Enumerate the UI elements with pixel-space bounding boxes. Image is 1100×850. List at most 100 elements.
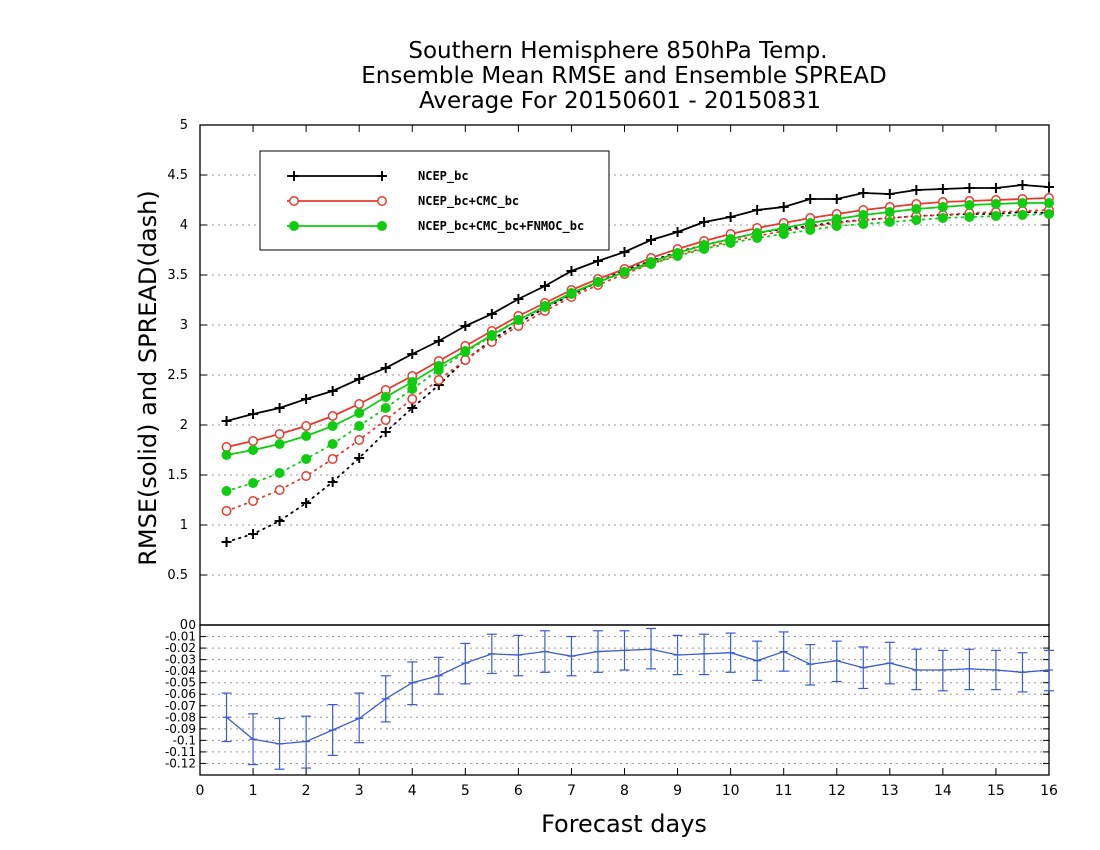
data-point: [990, 183, 1001, 193]
y-tick-label: -0.04: [165, 664, 196, 678]
x-tick-label: 2: [302, 783, 311, 799]
y-tick-label: -0.07: [165, 699, 196, 713]
data-point: [672, 251, 683, 261]
legend-marker: [289, 171, 299, 181]
legend-items: NCEP_bc NCEP_bc+CMC_bc NCEP_bc+CMC_bc+FNMO…: [287, 169, 584, 234]
data-point: [937, 213, 948, 223]
y-tick-label: -0.05: [165, 676, 196, 690]
data-point: [407, 384, 418, 394]
y-tick-label: 1.5: [167, 468, 188, 483]
error-bar: [460, 642, 471, 685]
error-bar: [513, 634, 524, 677]
data-point: [513, 294, 524, 304]
y-tick-label: -0.08: [165, 710, 196, 724]
data-point: [301, 431, 312, 441]
error-bar: [221, 692, 232, 743]
series-solid-0: [221, 180, 1054, 426]
data-point: [646, 259, 657, 269]
data-point: [248, 436, 259, 446]
error-bar: [990, 649, 1001, 691]
data-point: [221, 506, 232, 516]
data-point: [380, 403, 391, 413]
data-point: [354, 453, 365, 463]
data-point: [752, 233, 763, 243]
y-tick-label: -0.09: [165, 722, 196, 736]
error-bar: [248, 713, 259, 766]
error-bar: [1017, 652, 1028, 693]
data-point: [858, 188, 869, 198]
x-tick-label: 15: [987, 783, 1005, 799]
data-point: [327, 386, 338, 396]
title-line-1: Southern Hemisphere 850hPa Temp.: [408, 38, 827, 64]
error-bar: [831, 640, 842, 683]
error-bar: [274, 717, 285, 770]
error-bar: [407, 661, 418, 706]
data-point: [274, 468, 285, 478]
x-tick-label: 1: [249, 783, 258, 799]
data-point: [274, 516, 285, 526]
legend-marker: [377, 171, 387, 181]
data-point: [1017, 210, 1028, 220]
x-tick-label: 4: [408, 783, 417, 799]
data-point: [592, 256, 603, 266]
data-point: [380, 427, 391, 437]
legend-marker: [377, 221, 387, 231]
data-point: [486, 309, 497, 319]
x-tick-label: 14: [934, 783, 952, 799]
data-point: [884, 217, 895, 227]
data-point: [327, 454, 338, 464]
title-line-3: Average For 20150601 - 20150831: [419, 88, 821, 114]
data-point: [592, 277, 603, 287]
data-point: [1044, 198, 1054, 208]
x-tick-label: 12: [828, 783, 846, 799]
data-point: [858, 219, 869, 229]
x-tick-label: 9: [673, 783, 682, 799]
data-point: [990, 199, 1001, 209]
data-point: [380, 363, 391, 373]
data-point: [725, 238, 736, 248]
data-point: [1044, 182, 1054, 192]
y-tick-label: -0.12: [165, 756, 196, 770]
error-bar: [911, 648, 922, 691]
data-point: [831, 194, 842, 204]
data-point: [964, 200, 975, 210]
data-point: [964, 183, 975, 193]
x-tick-label: 7: [567, 783, 576, 799]
error-bar: [805, 644, 816, 686]
data-point: [301, 498, 312, 508]
y-tick-label: -0.02: [165, 641, 196, 655]
data-point: [248, 496, 259, 506]
data-point: [327, 411, 338, 421]
data-point: [221, 442, 232, 452]
error-bar: [619, 630, 630, 671]
data-point: [699, 244, 710, 254]
error-bar: [486, 633, 497, 675]
legend-item: NCEP_bc+CMC_bc: [287, 194, 519, 209]
data-point: [858, 210, 869, 220]
error-bar: [1044, 649, 1054, 692]
legend-marker: [289, 221, 299, 231]
x-tick-label: 16: [1040, 783, 1058, 799]
error-bar: [354, 692, 365, 744]
data-point: [619, 247, 630, 257]
legend-item: NCEP_bc+CMC_bc+FNMOC_bc: [287, 219, 584, 234]
x-tick-label: 10: [722, 783, 740, 799]
series-dotted-1: [221, 207, 1054, 547]
data-point: [354, 374, 365, 384]
error-bar: [380, 675, 391, 723]
error-bar: [672, 634, 683, 676]
data-point: [301, 421, 312, 431]
data-point: [964, 212, 975, 222]
x-axis-label: Forecast days: [541, 810, 707, 838]
data-point: [911, 185, 922, 195]
y-tick-label: 4.5: [167, 168, 188, 183]
x-tick-label: 6: [514, 783, 523, 799]
data-point: [884, 189, 895, 199]
data-point: [327, 477, 338, 487]
error-bar: [752, 640, 763, 681]
x-tick-label: 11: [775, 783, 793, 799]
error-bar: [778, 631, 789, 672]
data-point: [566, 266, 577, 276]
data-point: [248, 445, 259, 455]
difference-line: [226, 648, 1050, 745]
